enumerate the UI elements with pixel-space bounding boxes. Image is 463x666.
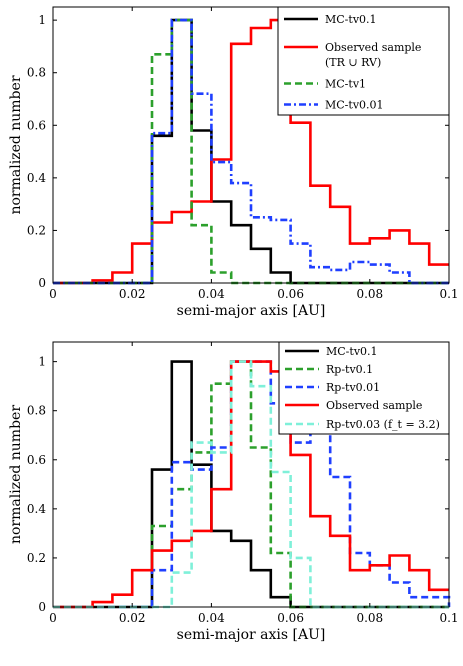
x-tick-label: 0.04 <box>198 611 225 625</box>
series-bottom-2-line <box>53 360 451 609</box>
y-tick-label: 0 <box>38 600 46 614</box>
legend-label: MC-tv0.1 <box>325 13 377 26</box>
bottom-series-group <box>53 360 451 609</box>
x-tick-label: 0.08 <box>356 287 383 301</box>
legend-label: MC-tv1 <box>325 78 366 91</box>
legend-label: Rp-tv0.01 <box>326 381 380 394</box>
top-series-group <box>53 18 449 285</box>
legend-label-line2: (TR ∪ RV) <box>325 56 381 69</box>
top-x-axis-label: semi-major axis [AU] <box>177 303 326 319</box>
series-top-0-line <box>53 18 449 285</box>
series-bottom-3-line <box>53 360 449 609</box>
series-top-3-line <box>53 18 449 285</box>
series-top-2-line <box>53 18 449 285</box>
y-tick-label: 0.4 <box>27 171 46 185</box>
x-tick-label: 0.02 <box>119 287 146 301</box>
x-tick-label: 0.04 <box>198 287 225 301</box>
y-tick-label: 0.2 <box>27 551 46 565</box>
legend-label: Observed sample <box>326 399 422 412</box>
x-tick-label: 0 <box>49 287 57 301</box>
legend-label: MC-tv0.01 <box>325 99 384 112</box>
series-bottom-0-line <box>53 360 449 609</box>
bottom-y-ticks: 0 0.2 0.4 0.6 0.8 1 <box>27 355 449 614</box>
legend-label: MC-tv0.1 <box>326 345 378 358</box>
series-bottom-1-line <box>53 360 449 609</box>
series-bottom-4-line <box>53 360 449 609</box>
y-tick-label: 0.6 <box>27 118 46 132</box>
legend-box <box>277 6 450 116</box>
y-tick-label: 0.8 <box>27 404 46 418</box>
bottom-y-axis-label: normalized number <box>8 405 24 544</box>
bottom-x-axis-label: semi-major axis [AU] <box>177 627 326 643</box>
legend-label: Rp-tv0.03 (f_t = 3.2) <box>326 418 440 431</box>
y-tick-label: 0.4 <box>27 502 46 516</box>
bottom-histogram-panel: 0 0.02 0.04 0.06 0.08 0.1 0 0.2 0.4 0.6 0.8 1 semi… <box>8 341 459 643</box>
top-histogram-panel: 0 0.02 0.04 0.06 0.08 0.1 0 0.2 0.4 0.6 0.8 1 semi… <box>8 6 459 319</box>
top-legend: MC-tv0.1 Observed sample (TR ∪ RV) MC-tv1 MC… <box>277 6 450 116</box>
series-top-1-line <box>53 18 449 285</box>
x-tick-label: 0.06 <box>277 287 304 301</box>
y-tick-label: 0.6 <box>27 453 46 467</box>
y-tick-label: 1 <box>38 355 46 369</box>
x-tick-label: 0.1 <box>439 611 458 625</box>
bottom-legend: MC-tv0.1 Rp-tv0.1 Rp-tv0.01 Observed sample… <box>278 341 450 435</box>
x-tick-label: 0 <box>49 611 57 625</box>
legend-label: Observed sample <box>325 41 421 54</box>
x-tick-label: 0.06 <box>277 611 304 625</box>
bottom-axes-frame <box>52 341 450 608</box>
x-tick-label: 0.02 <box>119 611 146 625</box>
top-y-ticks: 0 0.2 0.4 0.6 0.8 1 <box>27 13 449 290</box>
legend-label: Rp-tv0.1 <box>326 363 373 376</box>
y-tick-label: 0.8 <box>27 66 46 80</box>
x-tick-label: 0.1 <box>439 287 458 301</box>
top-y-axis-label: normalized number <box>8 75 24 214</box>
y-tick-label: 0.2 <box>27 223 46 237</box>
top-axes-frame <box>52 6 450 284</box>
y-tick-label: 1 <box>38 13 46 27</box>
y-tick-label: 0 <box>38 276 46 290</box>
bottom-x-ticks: 0 0.02 0.04 0.06 0.08 0.1 <box>49 342 459 625</box>
x-tick-label: 0.08 <box>356 611 383 625</box>
